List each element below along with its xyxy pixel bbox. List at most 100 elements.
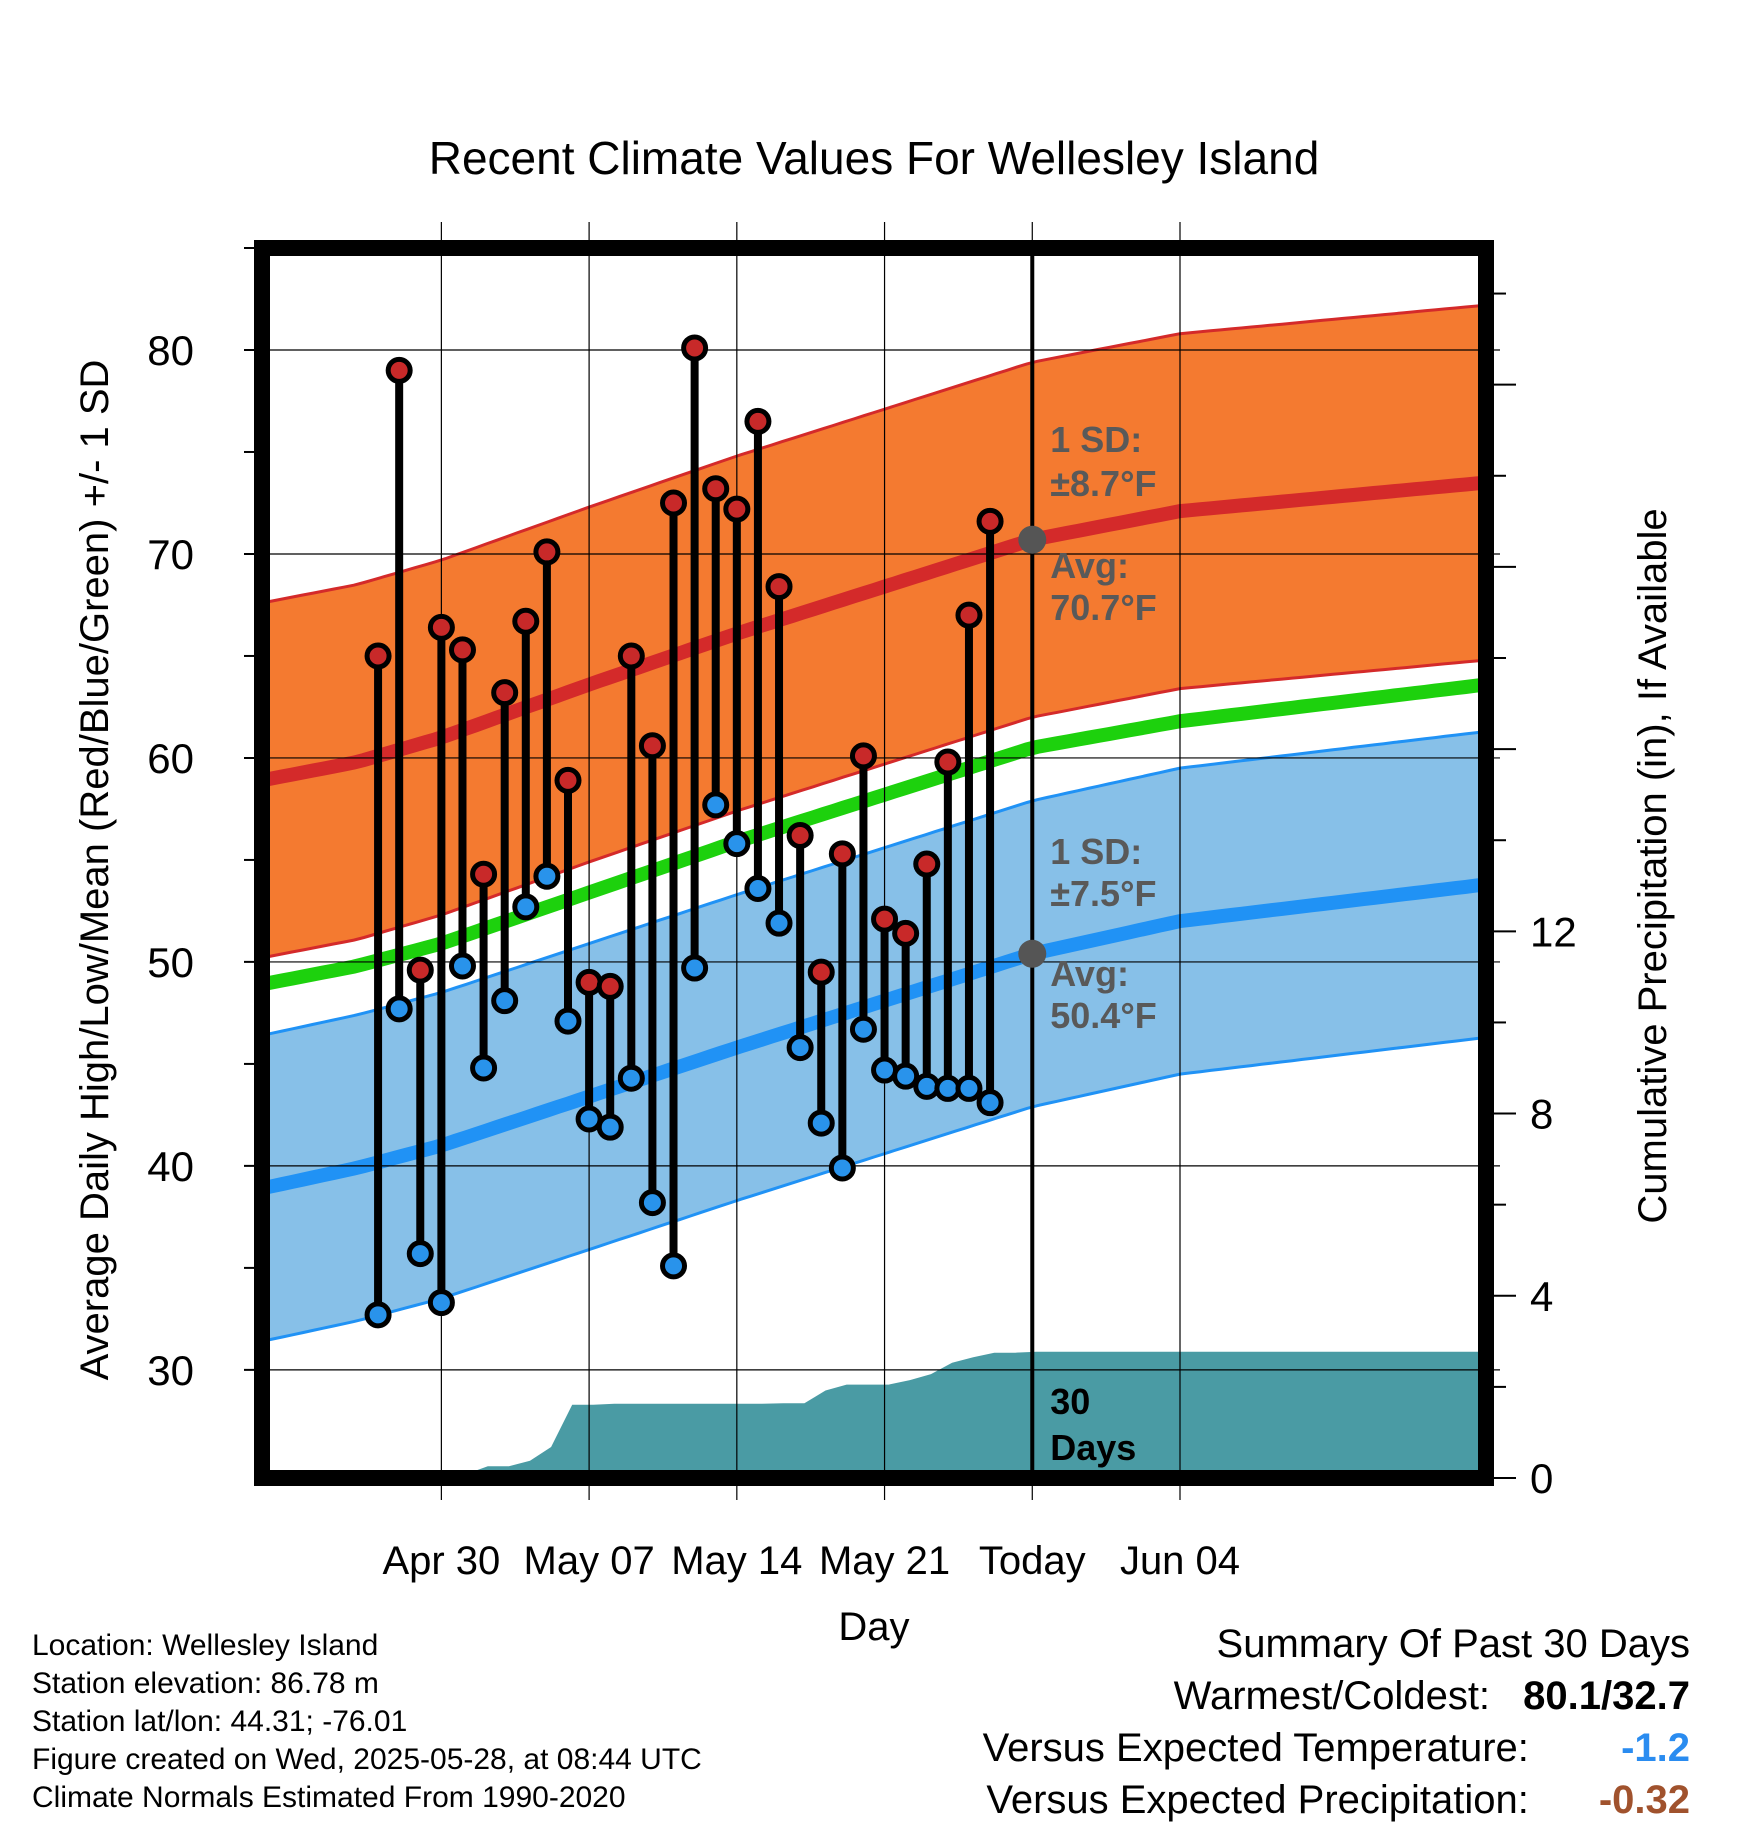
y-tick-label: 30 xyxy=(147,1347,194,1394)
y2-tick-label: 0 xyxy=(1530,1455,1553,1502)
daily-high-marker xyxy=(385,356,413,384)
summary-precip: Versus Expected Precipitation: -0.32 xyxy=(983,1774,1690,1826)
high-avg-value: 70.7°F xyxy=(1050,587,1156,628)
daily-high-marker xyxy=(596,972,624,1000)
low-sd-label: 1 SD: xyxy=(1050,831,1142,872)
daily-high-marker xyxy=(871,905,899,933)
daily-high-marker xyxy=(660,489,688,517)
temp-value: -1.2 xyxy=(1621,1726,1690,1770)
x-tick-label: Jun 04 xyxy=(1120,1539,1240,1583)
precip-value: -0.32 xyxy=(1598,1778,1690,1822)
latlon-text: Station lat/lon: 44.31; -76.01 xyxy=(32,1705,408,1738)
y-tick-label: 60 xyxy=(147,735,194,782)
y-axis-label: Average Daily High/Low/Mean (Red/Blue/Gr… xyxy=(73,360,117,1381)
precip-label: Versus Expected Precipitation: xyxy=(986,1778,1529,1822)
x-tick-label: Apr 30 xyxy=(382,1539,500,1583)
daily-high-marker xyxy=(638,732,666,760)
high-sd-value: ±8.7°F xyxy=(1050,463,1156,504)
daily-low-marker xyxy=(491,987,519,1015)
warm-cold-value: 80.1/32.7 xyxy=(1523,1674,1690,1718)
daily-high-marker xyxy=(512,607,540,635)
y2-tick-label: 8 xyxy=(1530,1091,1553,1138)
daily-low-marker xyxy=(723,830,751,858)
daily-high-marker xyxy=(575,968,603,996)
x-tick-label: May 14 xyxy=(671,1539,802,1583)
low-avg-value: 50.4°F xyxy=(1050,995,1156,1036)
daily-low-marker xyxy=(448,952,476,980)
daily-low-marker xyxy=(828,1154,856,1182)
today-normal-low-marker xyxy=(1018,939,1047,968)
daily-low-marker xyxy=(470,1054,498,1082)
daily-low-marker xyxy=(364,1301,392,1329)
daily-high-marker xyxy=(765,573,793,601)
daily-low-marker xyxy=(427,1289,455,1317)
y-tick-label: 40 xyxy=(147,1143,194,1190)
high-sd-label: 1 SD: xyxy=(1050,419,1142,460)
daily-low-marker xyxy=(512,893,540,921)
daily-low-marker xyxy=(913,1072,941,1100)
daily-low-marker xyxy=(807,1109,835,1137)
precipitation-area xyxy=(262,1351,1486,1478)
daily-low-marker xyxy=(849,1015,877,1043)
daily-high-marker xyxy=(554,766,582,794)
daily-low-marker xyxy=(681,954,709,982)
daily-low-marker xyxy=(660,1252,688,1280)
daily-high-marker xyxy=(976,507,1004,535)
period-days-value: 30 xyxy=(1050,1381,1090,1422)
daily-high-marker xyxy=(913,850,941,878)
daily-low-marker xyxy=(385,995,413,1023)
y2-axis-label: Cumulative Precipitation (in), If Availa… xyxy=(1631,508,1675,1223)
daily-low-marker xyxy=(554,1007,582,1035)
high-band-upper-edge xyxy=(262,303,1486,605)
daily-low-marker xyxy=(617,1064,645,1092)
today-normal-high-marker xyxy=(1018,525,1047,554)
daily-high-marker xyxy=(533,538,561,566)
normals-group xyxy=(262,303,1486,1343)
daily-high-marker xyxy=(702,475,730,503)
daily-low-marker xyxy=(976,1089,1004,1117)
y-tick-label: 70 xyxy=(147,531,194,578)
daily-high-marker xyxy=(364,642,392,670)
summary-panel: Summary Of Past 30 Days Warmest/Coldest:… xyxy=(983,1618,1690,1826)
x-tick-label: May 07 xyxy=(524,1539,655,1583)
summary-warm-cold: Warmest/Coldest: 80.1/32.7 xyxy=(983,1670,1690,1722)
plot-frame xyxy=(254,240,1494,1486)
daily-high-marker xyxy=(828,840,856,868)
x-tick-label: May 21 xyxy=(819,1539,950,1583)
daily-low-marker xyxy=(533,862,561,890)
summary-temp: Versus Expected Temperature: -1.2 xyxy=(983,1722,1690,1774)
chart-title: Recent Climate Values For Wellesley Isla… xyxy=(429,132,1320,184)
daily-low-marker xyxy=(892,1062,920,1090)
y-tick-label: 80 xyxy=(147,327,194,374)
daily-high-marker xyxy=(892,919,920,947)
daily-low-marker xyxy=(406,1240,434,1268)
low-band-upper-edge xyxy=(262,729,1486,1037)
warm-cold-label: Warmest/Coldest: xyxy=(1173,1674,1491,1718)
x-axis-label: Day xyxy=(838,1605,909,1649)
daily-low-marker xyxy=(638,1189,666,1217)
elevation-text: Station elevation: 86.78 m xyxy=(32,1667,379,1700)
daily-high-marker xyxy=(744,407,772,435)
y2-tick-label: 4 xyxy=(1530,1273,1553,1320)
daily-low-marker xyxy=(702,791,730,819)
temp-label: Versus Expected Temperature: xyxy=(982,1726,1529,1770)
normal-low-line xyxy=(262,877,1486,1196)
daily-high-marker xyxy=(491,679,519,707)
daily-high-marker xyxy=(934,748,962,776)
daily-high-marker xyxy=(470,860,498,888)
summary-title: Summary Of Past 30 Days xyxy=(1216,1622,1690,1666)
daily-high-marker xyxy=(849,742,877,770)
normals-text: Climate Normals Estimated From 1990-2020 xyxy=(32,1781,626,1814)
daily-high-marker xyxy=(723,495,751,523)
daily-high-marker xyxy=(786,821,814,849)
high-avg-label: Avg: xyxy=(1050,545,1129,586)
daily-low-marker xyxy=(765,909,793,937)
x-tick-label: Today xyxy=(979,1539,1086,1583)
daily-high-marker xyxy=(448,636,476,664)
daily-high-marker xyxy=(955,601,983,629)
low-sd-value: ±7.5°F xyxy=(1050,873,1156,914)
created-text: Figure created on Wed, 2025-05-28, at 08… xyxy=(32,1743,702,1776)
daily-high-marker xyxy=(617,642,645,670)
